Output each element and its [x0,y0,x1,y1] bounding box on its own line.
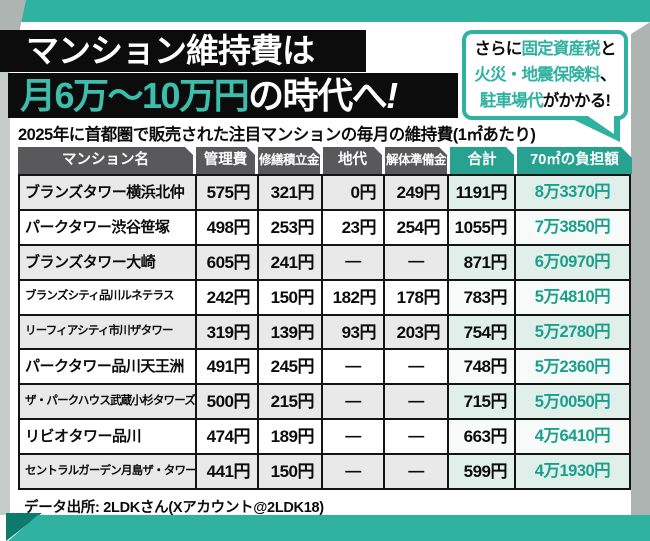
mansion-name-cell: ザ・パークハウス武蔵小杉タワーズ [20,385,195,419]
fee-value-cell: 254円 [383,210,447,244]
table-row: ザ・パークハウス武蔵小杉タワーズ 500円 215円 ― ― 715円 5万0050円 [20,383,629,419]
mansion-name-cell: ブランズタワー横浜北仲 [20,176,195,209]
fee-value-cell: 139円 [257,315,321,349]
fee-value-cell: 575円 [195,176,257,209]
data-source-note: データ出所: 2LDKさん(Xアカウント@2LDK18) [24,500,324,516]
fee-value-cell: 4万1930円 [514,455,629,489]
fee-value-cell: ― [321,455,383,489]
fee-value-cell: ― [383,350,447,384]
fee-value-cell: 491円 [195,350,257,384]
fee-value-cell: ― [383,385,447,419]
mansion-name-cell: ブランズタワー大崎 [20,245,195,279]
fee-value-cell: 189円 [257,420,321,454]
headline-highlight: 月6万〜10万円 [20,75,250,116]
fee-value-cell: 498円 [195,210,257,244]
fee-value-cell: 150円 [257,455,321,489]
fee-value-cell: 5万0050円 [514,385,629,419]
table-body: ブランズタワー横浜北仲 575円 321円 0円 249円 1191円 8万3370円 パーク… [18,174,631,491]
fee-value-cell: 748円 [447,350,514,384]
table-row: パークタワー品川天王洲 491円 245円 ― ― 748円 5万2360円 [20,348,629,384]
table-header-row: マンション名 管理費 修繕積立金 地代 解体準備金 合計 70㎡の負担額 [18,147,632,174]
fee-value-cell: 715円 [447,385,514,419]
col-header-jidai: 地代 [323,147,385,174]
fee-value-cell: 215円 [257,385,321,419]
right-edge-strip [631,22,650,515]
top-teal-band [0,0,650,22]
table-row: ブランズシティ品川ルネテラス 242円 150円 182円 178円 783円 5万4810… [20,278,629,314]
mansion-name-cell: パークタワー品川天王洲 [20,350,195,384]
col-header-mansion-name: マンション名 [18,147,196,174]
bottom-teal-band [8,515,650,541]
fee-value-cell: 0円 [321,176,383,209]
fee-value-cell: ― [321,385,383,419]
headline-line2: 月6万〜10万円の時代へ! [8,73,458,118]
fee-value-cell: ― [321,350,383,384]
extra-costs-callout: さらに固定資産税と 火災・地震保険料、 駐車場代がかかる! [462,30,628,120]
callout-line1: さらに固定資産税と [474,40,616,58]
fee-value-cell: 93円 [321,315,383,349]
table-row: セントラルガーデン月島ザ・タワー 441円 150円 ― ― 599円 4万1930円 [20,453,629,489]
fee-value-cell: ― [383,420,447,454]
fee-value-cell: 474円 [195,420,257,454]
fee-value-cell: 663円 [447,420,514,454]
fee-value-cell: 1055円 [447,210,514,244]
fee-value-cell: ― [321,245,383,279]
table-row: リビオタワー品川 474円 189円 ― ― 663円 4万6410円 [20,418,629,454]
callout-line2: 火災・地震保険料、 [474,66,616,84]
headline-line1: マンション維持費は [0,30,366,72]
fee-value-cell: 249円 [383,176,447,209]
table-row: リーフィアシティ市川ザタワー 319円 139円 93円 203円 754円 5万2780円 [20,313,629,349]
fee-value-cell: 203円 [383,315,447,349]
mansion-name-cell: ブランズシティ品川ルネテラス [20,280,195,314]
fee-value-cell: 6万0970円 [514,245,629,279]
col-header-kaitai-junbikin: 解体準備金 [385,147,450,174]
fee-value-cell: 253円 [257,210,321,244]
fee-table: マンション名 管理費 修繕積立金 地代 解体準備金 合計 70㎡の負担額 ブラン… [18,147,632,491]
fee-value-cell: ― [321,420,383,454]
col-header-goukei: 合計 [450,147,517,174]
table-row: ブランズタワー大崎 605円 241円 ― ― 871円 6万0970円 [20,243,629,279]
fee-value-cell: 182円 [321,280,383,314]
mansion-name-cell: リビオタワー品川 [20,420,195,454]
fee-value-cell: 23円 [321,210,383,244]
fee-value-cell: ― [383,455,447,489]
col-header-shuzen-tsumitatekin: 修繕積立金 [258,147,323,174]
fee-value-cell: 245円 [257,350,321,384]
mansion-name-cell: セントラルガーデン月島ザ・タワー [20,455,195,489]
fee-value-cell: 500円 [195,385,257,419]
left-edge-strip [0,64,10,515]
headline-exclamation: ! [386,75,398,116]
table-caption: 2025年に首都圏で販売された注目マンションの毎月の維持費(1㎡あたり) [18,126,536,144]
fee-value-cell: 754円 [447,315,514,349]
fee-value-cell: 783円 [447,280,514,314]
mansion-name-cell: リーフィアシティ市川ザタワー [20,315,195,349]
fee-value-cell: 150円 [257,280,321,314]
mansion-name-cell: パークタワー渋谷笹塚 [20,210,195,244]
fee-value-cell: 241円 [257,245,321,279]
fee-value-cell: 1191円 [447,176,514,209]
headline-line1-text: マンション維持費は [26,32,315,69]
fee-value-cell: 5万2360円 [514,350,629,384]
fee-value-cell: 321円 [257,176,321,209]
fee-value-cell: 605円 [195,245,257,279]
fee-value-cell: 4万6410円 [514,420,629,454]
fee-value-cell: 178円 [383,280,447,314]
table-row: パークタワー渋谷笹塚 498円 253円 23円 254円 1055円 7万3850円 [20,208,629,244]
fee-value-cell: 5万4810円 [514,280,629,314]
fee-value-cell: 8万3370円 [514,176,629,209]
fee-value-cell: 5万2780円 [514,315,629,349]
col-header-kanrihi: 管理費 [196,147,258,174]
table-row: ブランズタワー横浜北仲 575円 321円 0円 249円 1191円 8万3370円 [20,176,629,209]
headline-rest: の時代へ [248,75,388,116]
fee-value-cell: ― [383,245,447,279]
fee-value-cell: 441円 [195,455,257,489]
fee-value-cell: 242円 [195,280,257,314]
callout-line3: 駐車場代がかかる! [479,92,611,110]
fee-value-cell: 871円 [447,245,514,279]
col-header-70m2-futangaku: 70㎡の負担額 [517,147,632,174]
fee-value-cell: 319円 [195,315,257,349]
fee-value-cell: 7万3850円 [514,210,629,244]
fee-value-cell: 599円 [447,455,514,489]
